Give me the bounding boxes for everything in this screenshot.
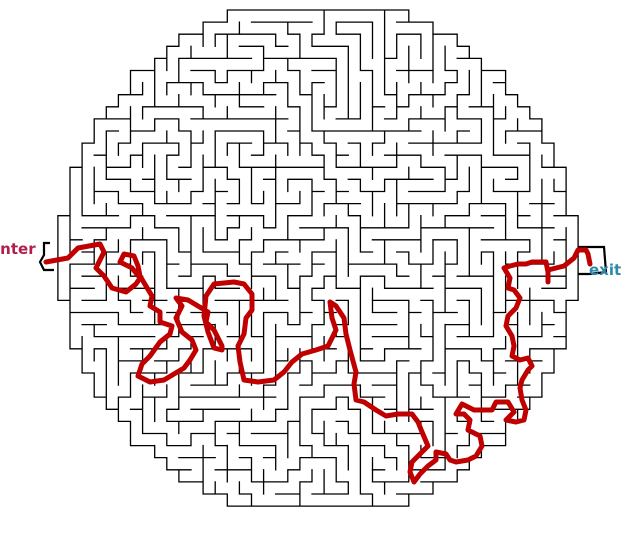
enter-gate [38, 241, 54, 272]
solution-path [43, 241, 593, 485]
exit-label: exit [589, 261, 621, 279]
enter-label: enter [0, 240, 36, 258]
maze-wall-lines [57, 9, 579, 507]
maze-walls [57, 9, 579, 507]
exit-gate [578, 245, 608, 276]
